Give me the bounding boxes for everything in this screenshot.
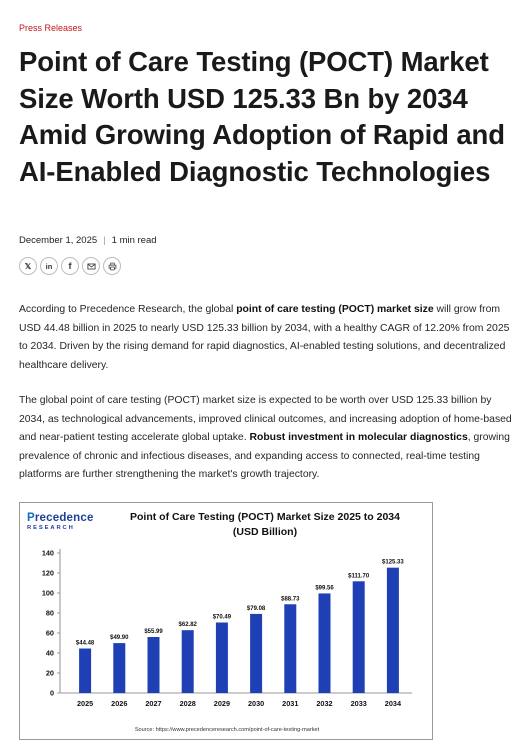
body-highlight: Robust investment in molecular diagnosti… [249,432,468,444]
bar [79,648,92,693]
y-tick-label: 0 [50,689,54,698]
data-label: $125.33 [382,560,404,566]
bar [386,567,399,693]
article-meta: December 1, 2025 | 1 min read [19,235,157,246]
email-icon [86,263,96,269]
logo-subtitle: RESEARCH [27,524,75,531]
x-tick-label: 2025 [77,699,93,708]
share-x-button[interactable]: 𝕏 [19,257,37,275]
intro-text-end: will grow from USD 44.48 billion in 2025… [19,304,510,371]
x-tick-label: 2026 [111,699,127,708]
body-paragraph: The global point of care testing (POCT) … [19,392,519,485]
y-tick-label: 120 [42,569,54,578]
y-tick-label: 140 [42,549,54,558]
y-tick-label: 40 [46,649,54,658]
bar [215,622,228,693]
x-tick-label: 2028 [180,699,196,708]
bar-chart-plot: 0 20 40 60 80 100 120 140 $44.48 2025 $49.90 2026 $5… [42,549,412,708]
bar [147,637,160,693]
x-tick-label: 2032 [316,699,332,708]
x-tick-label: 2033 [351,699,367,708]
chart-title-main: Point of Care Testing (POCT) Market Size… [130,511,400,523]
data-label: $62.82 [179,622,198,628]
x-tick-label: 2031 [282,699,298,708]
bar [318,593,331,693]
x-tick-label: 2034 [385,699,402,708]
y-tick-label: 20 [46,669,54,678]
bar [284,604,297,693]
bar [352,581,365,693]
data-label: $88.73 [281,596,300,602]
data-label: $99.56 [315,585,334,591]
share-facebook-button[interactable]: f [61,257,79,275]
bar [250,613,263,693]
intro-paragraph: According to Precedence Research, the gl… [19,301,519,375]
x-tick-label: 2029 [214,699,230,708]
category-link[interactable]: Press Releases [19,23,83,33]
print-icon [108,262,116,270]
data-label: $44.48 [76,641,95,647]
x-tick-label: 2030 [248,699,264,708]
share-bar: 𝕏 in f [19,257,121,275]
meta-separator: | [103,235,106,246]
data-label: $70.49 [213,615,232,621]
body-text-start: The global point of care testing (POCT) … [19,395,512,444]
chart-title: Point of Care Testing (POCT) Market Size… [105,510,425,539]
logo-wordmark: Precedence [27,512,94,524]
data-label: $49.90 [110,635,129,641]
market-size-chart: Precedence RESEARCH Point of Care Testin… [19,502,433,740]
read-time: 1 min read [111,235,157,246]
x-tick-label: 2027 [145,699,161,708]
share-email-button[interactable] [82,257,100,275]
body-text-end: , growing prevalence of chronic and infe… [19,432,510,481]
intro-highlight: point of care testing (POCT) market size [236,304,434,315]
chart-source: Source: https://www.precedenceresearch.c… [134,727,320,733]
y-tick-label: 80 [46,609,54,618]
publish-date: December 1, 2025 [19,235,98,246]
precedence-research-logo: Precedence RESEARCH [27,512,94,531]
share-print-button[interactable] [103,257,121,275]
share-linkedin-button[interactable]: in [40,257,58,275]
intro-text-start: According to Precedence Research, the gl… [19,304,237,315]
bar [113,643,126,693]
data-label: $55.99 [144,629,163,635]
linkedin-icon: in [45,261,53,271]
x-icon: 𝕏 [24,261,32,271]
y-tick-label: 100 [42,589,54,598]
data-label: $79.08 [247,606,266,612]
chart-title-unit: (USD Billion) [232,525,298,538]
bar [181,630,194,693]
data-label: $111.70 [348,573,370,579]
facebook-icon: f [68,261,72,271]
y-tick-label: 60 [46,629,54,638]
article-headline: Point of Care Testing (POCT) Market Size… [19,46,505,187]
